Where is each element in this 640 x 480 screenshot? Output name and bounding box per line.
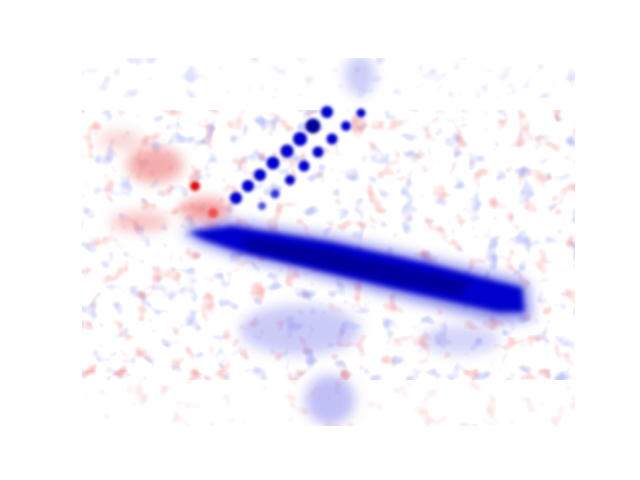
dot-line-1 bbox=[230, 106, 333, 204]
dot bbox=[230, 192, 242, 204]
dot bbox=[270, 189, 280, 199]
dot bbox=[280, 144, 294, 158]
heatmap bbox=[82, 58, 575, 426]
dot bbox=[305, 118, 321, 134]
red-spot bbox=[208, 208, 218, 218]
dot bbox=[341, 121, 351, 131]
blue-patch bbox=[345, 58, 375, 95]
dot bbox=[356, 108, 366, 118]
dot bbox=[285, 175, 295, 185]
dot bbox=[312, 146, 324, 158]
dot bbox=[242, 180, 254, 192]
main-blob bbox=[180, 220, 532, 322]
blue-patch bbox=[305, 375, 355, 425]
red-patch bbox=[180, 198, 230, 222]
dot-line-2 bbox=[258, 108, 366, 210]
dot bbox=[254, 169, 266, 181]
dot bbox=[258, 202, 266, 210]
blob-core bbox=[240, 236, 470, 296]
red-patch bbox=[110, 212, 170, 232]
dot bbox=[266, 156, 280, 170]
blue-patch bbox=[240, 305, 360, 355]
red-patch bbox=[98, 130, 142, 150]
dot bbox=[321, 106, 333, 118]
noise-top bbox=[82, 58, 575, 98]
dot bbox=[298, 160, 310, 172]
red-patch bbox=[127, 147, 183, 183]
red-spot bbox=[190, 181, 200, 191]
dot bbox=[293, 132, 307, 146]
blue-patch bbox=[420, 325, 500, 355]
dot bbox=[326, 133, 338, 145]
red-patches bbox=[98, 130, 230, 232]
blue-patches bbox=[240, 58, 500, 425]
